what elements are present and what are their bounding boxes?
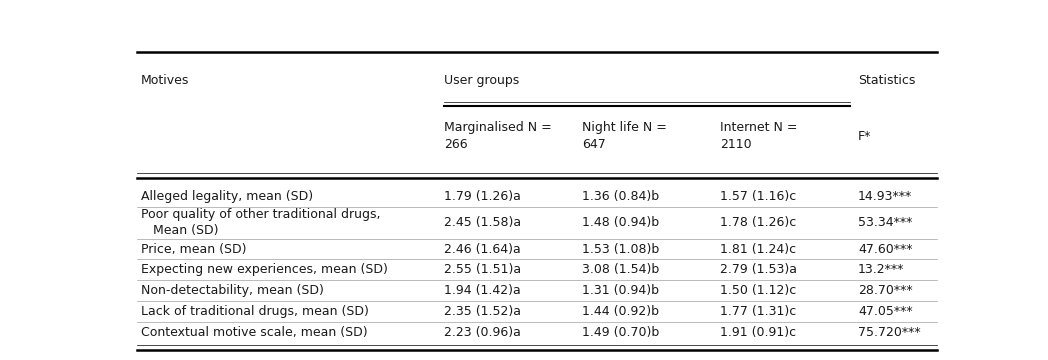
Text: 14.93***: 14.93***: [858, 190, 912, 203]
Text: 1.94 (1.42)a: 1.94 (1.42)a: [443, 284, 521, 297]
Text: 2.55 (1.51)a: 2.55 (1.51)a: [443, 263, 521, 276]
Text: Statistics: Statistics: [858, 74, 915, 87]
Text: 75.720***: 75.720***: [858, 326, 920, 339]
Text: Poor quality of other traditional drugs,
   Mean (SD): Poor quality of other traditional drugs,…: [140, 208, 380, 237]
Text: 2.79 (1.53)a: 2.79 (1.53)a: [720, 263, 796, 276]
Text: Internet N =
2110: Internet N = 2110: [720, 121, 798, 151]
Text: 1.31 (0.94)b: 1.31 (0.94)b: [582, 284, 659, 297]
Text: User groups: User groups: [443, 74, 519, 87]
Text: 53.34***: 53.34***: [858, 216, 913, 229]
Text: 13.2***: 13.2***: [858, 263, 904, 276]
Text: Price, mean (SD): Price, mean (SD): [140, 243, 246, 256]
Text: 2.46 (1.64)a: 2.46 (1.64)a: [443, 243, 521, 256]
Text: Motives: Motives: [140, 74, 189, 87]
Text: 1.81 (1.24)c: 1.81 (1.24)c: [720, 243, 796, 256]
Text: Expecting new experiences, mean (SD): Expecting new experiences, mean (SD): [140, 263, 388, 276]
Text: 1.91 (0.91)c: 1.91 (0.91)c: [720, 326, 796, 339]
Text: Alleged legality, mean (SD): Alleged legality, mean (SD): [140, 190, 313, 203]
Text: 47.60***: 47.60***: [858, 243, 913, 256]
Text: Lack of traditional drugs, mean (SD): Lack of traditional drugs, mean (SD): [140, 305, 369, 318]
Text: 1.49 (0.70)b: 1.49 (0.70)b: [582, 326, 659, 339]
Text: F*: F*: [858, 130, 871, 143]
Text: 28.70***: 28.70***: [858, 284, 913, 297]
Text: 2.45 (1.58)a: 2.45 (1.58)a: [443, 216, 521, 229]
Text: 1.44 (0.92)b: 1.44 (0.92)b: [582, 305, 659, 318]
Text: 1.77 (1.31)c: 1.77 (1.31)c: [720, 305, 796, 318]
Text: 2.23 (0.96)a: 2.23 (0.96)a: [443, 326, 521, 339]
Text: 47.05***: 47.05***: [858, 305, 913, 318]
Text: 1.78 (1.26)c: 1.78 (1.26)c: [720, 216, 796, 229]
Text: Non-detectability, mean (SD): Non-detectability, mean (SD): [140, 284, 324, 297]
Text: 2.35 (1.52)a: 2.35 (1.52)a: [443, 305, 521, 318]
Text: Marginalised N =
266: Marginalised N = 266: [443, 121, 551, 151]
Text: Contextual motive scale, mean (SD): Contextual motive scale, mean (SD): [140, 326, 368, 339]
Text: 1.50 (1.12)c: 1.50 (1.12)c: [720, 284, 796, 297]
Text: 1.79 (1.26)a: 1.79 (1.26)a: [443, 190, 521, 203]
Text: 3.08 (1.54)b: 3.08 (1.54)b: [582, 263, 659, 276]
Text: 1.57 (1.16)c: 1.57 (1.16)c: [720, 190, 796, 203]
Text: 1.53 (1.08)b: 1.53 (1.08)b: [582, 243, 659, 256]
Text: 1.48 (0.94)b: 1.48 (0.94)b: [582, 216, 659, 229]
Text: 1.36 (0.84)b: 1.36 (0.84)b: [582, 190, 659, 203]
Text: Night life N =
647: Night life N = 647: [582, 121, 667, 151]
